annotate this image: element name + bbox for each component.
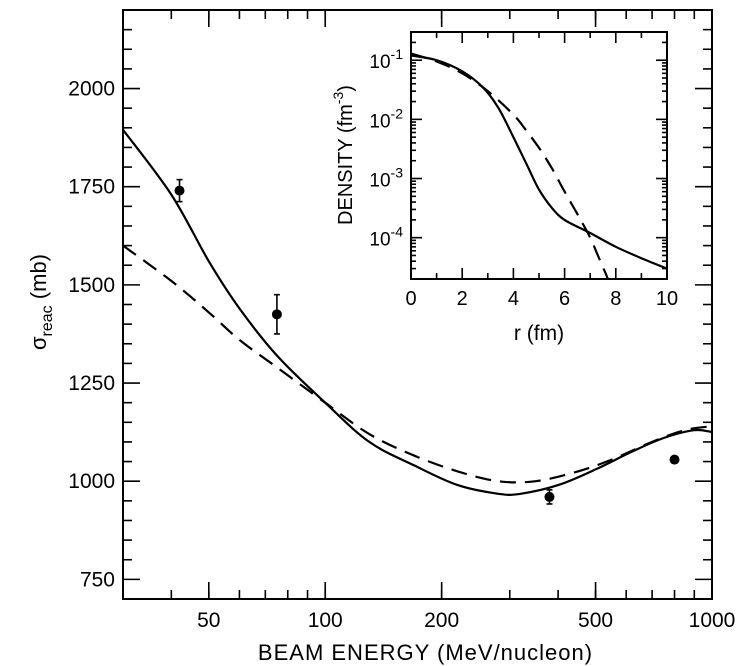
inset-y-axis-label-exponent: -3 [330,92,346,105]
y-axis-label-symbol: σ [26,336,51,350]
inset-y-tick-label: 10-1 [369,46,403,73]
inset-x-tick-label: 10 [656,288,678,310]
inset-x-tick-label: 2 [457,288,468,310]
inset-y-tick-label: 10-3 [369,165,403,192]
inset-y-tick-base: 10 [369,230,390,251]
data-point [544,491,555,502]
data-point [174,185,185,196]
inset-x-tick-label: 4 [508,288,519,310]
inset-solid-curve [411,54,667,270]
data-point [669,454,680,465]
x-tick-label: 500 [578,609,613,632]
main-plot: 50 100 200 500 100075010001250150017502000BE… [26,9,736,665]
y-tick-label: 2000 [68,78,115,101]
y-axis-label: σreac (mb) [26,254,56,350]
y-tick-label: 1250 [68,372,115,395]
inset-y-tick-exponent: -2 [391,105,404,121]
inset-y-axis-label-close: ) [335,85,357,92]
main-dashed-curve [123,244,712,484]
main-solid-curve [123,129,712,496]
inset-y-tick-label: 10-4 [369,224,403,251]
data-point [271,309,282,320]
inset-y-tick-base: 10 [369,52,390,73]
inset-x-tick-label: 8 [610,288,621,310]
inset-y-tick-label: 10-2 [369,105,403,132]
inset-dashed-curve [411,52,610,279]
y-tick-label: 1000 [68,470,115,493]
inset-background [409,30,669,281]
x-axis-label: BEAM ENERGY (MeV/nucleon) [258,640,593,665]
y-tick-label: 1750 [68,176,115,199]
y-tick-label: 750 [80,568,115,591]
inset-x-tick-label: 6 [559,288,570,310]
inset-y-tick-exponent: -4 [391,224,404,240]
inset-x-axis-label: r (fm) [514,322,564,345]
y-axis-label-subscript: reac [39,305,56,336]
y-tick-label: 1500 [68,274,115,297]
inset-y-tick-exponent: -3 [391,165,404,181]
inset-y-axis-label-text: DENSITY (fm [335,104,357,225]
inset-y-tick-exponent: -1 [391,46,404,62]
x-tick-label: 50 [197,609,220,632]
x-tick-label: 200 [424,609,459,632]
inset-x-tick-label: 0 [405,288,416,310]
inset-y-axis-label: DENSITY (fm-3) [330,85,357,225]
inset-y-tick-base: 10 [369,171,390,192]
x-tick-label: 100 [308,609,343,632]
inset-y-tick-base: 10 [369,111,390,132]
x-tick-label: 1000 [689,609,736,632]
y-axis-label-unit: (mb) [26,254,51,305]
